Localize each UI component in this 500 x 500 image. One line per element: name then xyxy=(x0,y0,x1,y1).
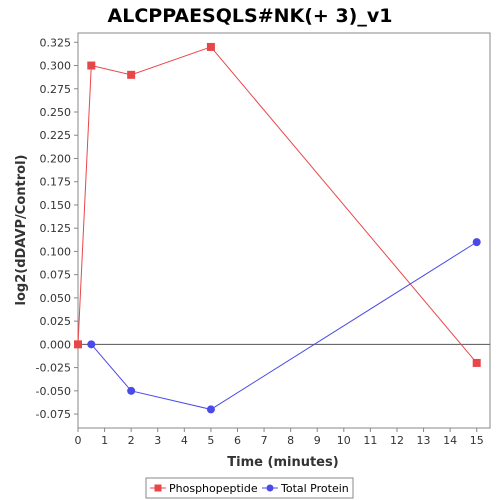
data-point xyxy=(206,405,215,414)
y-tick-label: 0.000 xyxy=(40,338,72,351)
x-tick-label: 9 xyxy=(314,434,321,447)
y-tick-label: 0.025 xyxy=(40,315,72,328)
x-tick-label: 8 xyxy=(287,434,294,447)
legend-phosphopeptide-label: Phosphopeptide xyxy=(169,482,258,495)
y-tick-label: 0.200 xyxy=(40,152,72,165)
y-tick-label: 0.275 xyxy=(40,83,72,96)
y-tick-label: 0.175 xyxy=(40,176,72,189)
x-tick-label: 14 xyxy=(443,434,457,447)
y-tick-label: 0.050 xyxy=(40,292,72,305)
y-tick-label: 0.325 xyxy=(40,36,72,49)
y-tick-label: 0.100 xyxy=(40,245,72,258)
data-point xyxy=(127,70,136,79)
plot-area xyxy=(77,32,491,429)
x-tick-label: 12 xyxy=(390,434,404,447)
y-axis: -0.075 -0.050 -0.025 0.000 0.025 0.050 0.075 0.… xyxy=(36,36,78,421)
legend-phosphopeptide-marker xyxy=(154,484,162,492)
legend: Phosphopeptide Total Protein xyxy=(145,477,354,499)
series-layer xyxy=(74,42,481,414)
x-tick-label: 2 xyxy=(128,434,135,447)
x-tick-label: 7 xyxy=(261,434,268,447)
legend-box xyxy=(145,477,354,499)
y-tick-label: 0.075 xyxy=(40,269,72,282)
x-tick-label: 5 xyxy=(207,434,214,447)
y-tick-label: 0.150 xyxy=(40,199,72,212)
data-point xyxy=(87,340,96,349)
x-axis-label: Time (minutes) xyxy=(227,455,338,470)
data-point xyxy=(472,358,481,367)
data-point xyxy=(127,386,136,395)
data-point xyxy=(87,61,96,70)
data-point xyxy=(472,238,481,247)
x-tick-label: 3 xyxy=(154,434,161,447)
y-tick-label: -0.075 xyxy=(36,408,71,421)
data-point xyxy=(74,340,82,349)
x-tick-label: 1 xyxy=(101,434,108,447)
x-tick-label: 11 xyxy=(363,434,377,447)
x-tick-label: 0 xyxy=(75,434,82,447)
series-line xyxy=(90,241,477,410)
y-tick-label: -0.050 xyxy=(36,385,71,398)
x-tick-label: 6 xyxy=(234,434,241,447)
x-tick-label: 13 xyxy=(417,434,431,447)
y-axis-label: log2(dDAVP/Control) xyxy=(14,155,29,306)
legend-total-protein-label: Total Protein xyxy=(280,482,349,495)
y-tick-label: 0.225 xyxy=(40,129,72,142)
y-tick-label: 0.250 xyxy=(40,106,72,119)
series-0 xyxy=(74,42,481,367)
x-tick-label: 10 xyxy=(337,434,351,447)
chart-title: ALCPPAESQLS#NK(+ 3)_v1 xyxy=(108,5,393,27)
y-tick-label: 0.125 xyxy=(40,222,72,235)
legend-total-protein-marker xyxy=(266,484,274,492)
x-tick-label: 15 xyxy=(470,434,484,447)
x-axis: 0 1 2 3 4 5 6 7 8 9 10 11 12 13 14 15 xyxy=(75,428,484,447)
y-tick-label: -0.025 xyxy=(36,362,71,375)
data-point xyxy=(206,42,215,51)
y-tick-label: 0.300 xyxy=(40,60,72,73)
series-1 xyxy=(87,238,481,414)
x-tick-label: 4 xyxy=(181,434,188,447)
